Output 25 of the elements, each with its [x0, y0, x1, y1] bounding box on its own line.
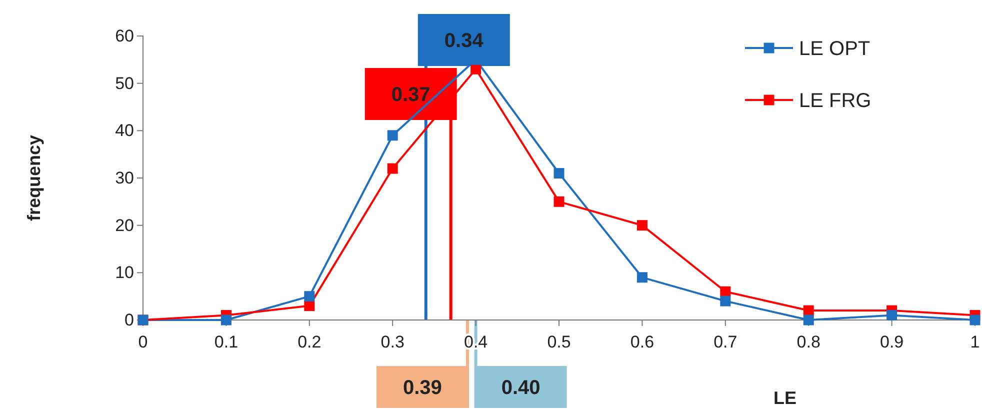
x-tick-label: 0.1	[214, 332, 238, 352]
ref-line-label: 0.34	[444, 30, 484, 52]
legend-label: LE FRG	[799, 90, 872, 112]
ref-line-label: 0.37	[391, 84, 430, 106]
y-tick-label: 10	[115, 263, 134, 282]
x-tick-label: 0.7	[714, 332, 738, 352]
x-tick-label: 0.5	[547, 332, 571, 352]
y-tick-label: 0	[124, 310, 134, 330]
x-tick-label: 0	[138, 332, 148, 352]
x-tick-label: 0.8	[796, 332, 820, 352]
x-tick-label: 0.2	[298, 332, 322, 352]
x-tick-label: 0.3	[380, 332, 404, 352]
legend-label: LE OPT	[799, 38, 870, 60]
x-tick-label: 1	[970, 332, 980, 352]
y-tick-label: 30	[115, 168, 134, 188]
x-tick-label: 0.6	[630, 332, 654, 352]
x-tick-label: 0.9	[880, 332, 904, 352]
y-tick-label: 20	[115, 216, 134, 235]
y-tick-label: 40	[115, 121, 134, 140]
x-axis-title: LE	[773, 388, 797, 408]
y-axis-title: frequency	[24, 134, 44, 222]
ref-line-label: 0.40	[501, 377, 540, 399]
y-tick-label: 50	[115, 74, 134, 93]
y-tick-label: 60	[115, 26, 134, 46]
ref-line-label: 0.39	[403, 377, 442, 399]
